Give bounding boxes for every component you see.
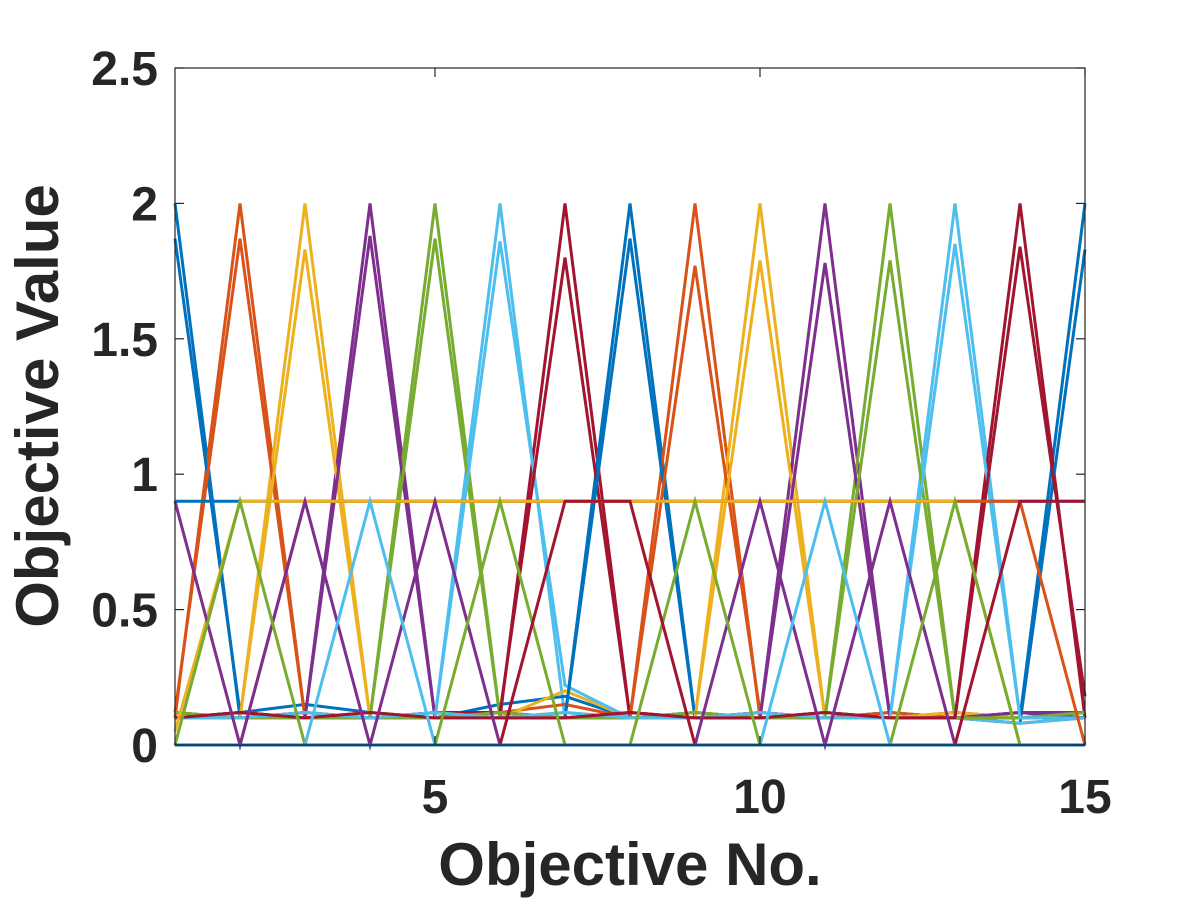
series-line-28 [174, 246, 1087, 720]
y-tick-label-1: 1 [131, 449, 158, 502]
plot-background [175, 68, 1085, 745]
y-tick-label-2-5: 2.5 [91, 43, 158, 96]
tick-labels-layer: 5 10 15 0 0.5 1 1.5 2 2.5 [91, 43, 1111, 824]
series-layer [173, 203, 1087, 751]
x-tick-label-5: 5 [422, 771, 449, 824]
x-tick-label-15: 15 [1058, 771, 1111, 824]
y-axis-title: Objective Value [4, 184, 71, 628]
y-tick-label-0: 0 [131, 720, 158, 773]
x-axis-title: Objective No. [438, 831, 821, 898]
series-line-27 [175, 243, 1085, 720]
x-tick-label-10: 10 [733, 771, 786, 824]
y-tick-label-2: 2 [131, 178, 158, 231]
y-tick-label-1-5: 1.5 [91, 314, 158, 367]
ticks-layer [175, 67, 1086, 746]
y-tick-label-0-5: 0.5 [91, 585, 158, 638]
plot-frame [174, 67, 1086, 746]
